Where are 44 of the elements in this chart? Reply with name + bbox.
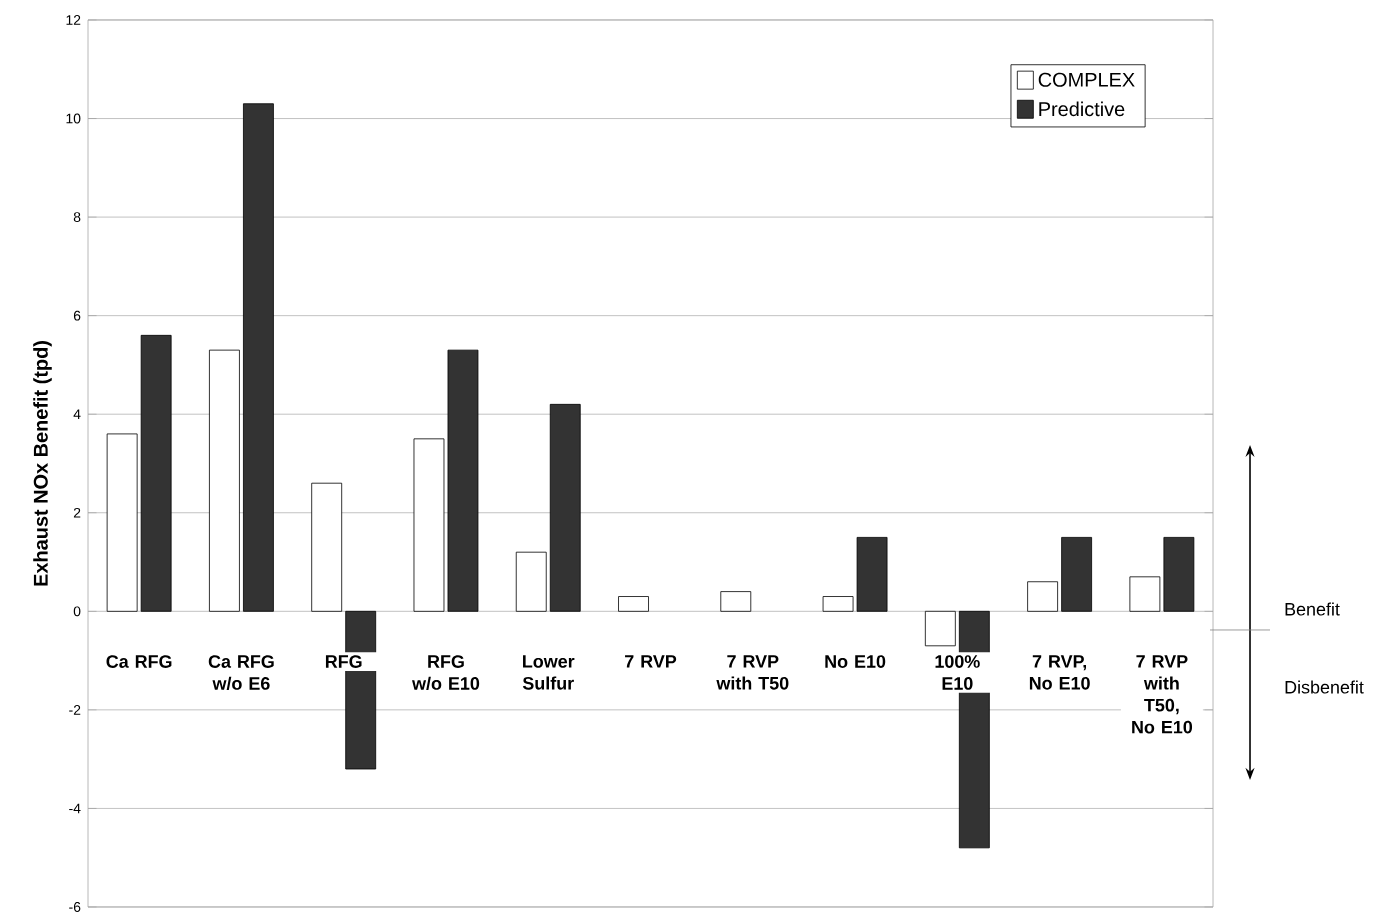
bar [1163, 536, 1195, 612]
x-tick-label: Ca RFG w/o E6 [208, 655, 274, 690]
y-tick-label: 12 [66, 15, 81, 25]
y-axis-title: Exhaust NOx Benefit (tpd) [33, 341, 52, 586]
x-tick-label: RFG [325, 655, 362, 668]
x-tick-label: No E10 [825, 655, 886, 668]
y-tick-label: 10 [66, 113, 81, 124]
bar [311, 482, 343, 612]
legend-label: Predictive [1039, 101, 1125, 117]
bar [140, 334, 172, 612]
bar [413, 438, 445, 612]
bar [209, 349, 240, 612]
y-tick-label: 6 [73, 310, 81, 321]
x-tick-label: 100% E10 [935, 655, 980, 690]
bar [1027, 581, 1059, 612]
x-tick-label: Ca RFG [106, 655, 172, 668]
x-tick-label: 7 RVP, No E10 [1029, 655, 1090, 690]
bar [924, 610, 956, 647]
x-tick-label: 7 RVP with T50 [716, 655, 789, 690]
bar [618, 596, 649, 612]
bar [515, 551, 547, 612]
y-tick-label: -4 [69, 803, 81, 814]
y-tick-label: -2 [69, 705, 81, 715]
x-tick-label: Lower Sulfur [522, 655, 575, 690]
y-tick-label: 2 [73, 507, 81, 518]
y-tick-label: -6 [69, 902, 81, 912]
x-tick-label: RFG w/o E10 [412, 655, 480, 690]
legend-label: COMPLEX [1038, 72, 1135, 87]
text: Disbenefit [1285, 680, 1364, 694]
bar [856, 536, 888, 612]
bar [447, 349, 479, 612]
y-tick-label: 8 [73, 212, 81, 223]
text: Benefit [1285, 602, 1340, 616]
bar [1061, 536, 1093, 612]
x-tick-label: 7 RVP with T50, No E10 [1132, 655, 1193, 734]
y-tick-label: 4 [73, 409, 81, 419]
bar [106, 433, 138, 612]
bar [822, 596, 854, 612]
bar [243, 103, 274, 612]
bar [1129, 576, 1161, 612]
x-tick-label: 7 RVP [625, 655, 677, 668]
bar [720, 591, 752, 612]
y-tick-label: 0 [73, 606, 81, 617]
bar [549, 403, 581, 612]
